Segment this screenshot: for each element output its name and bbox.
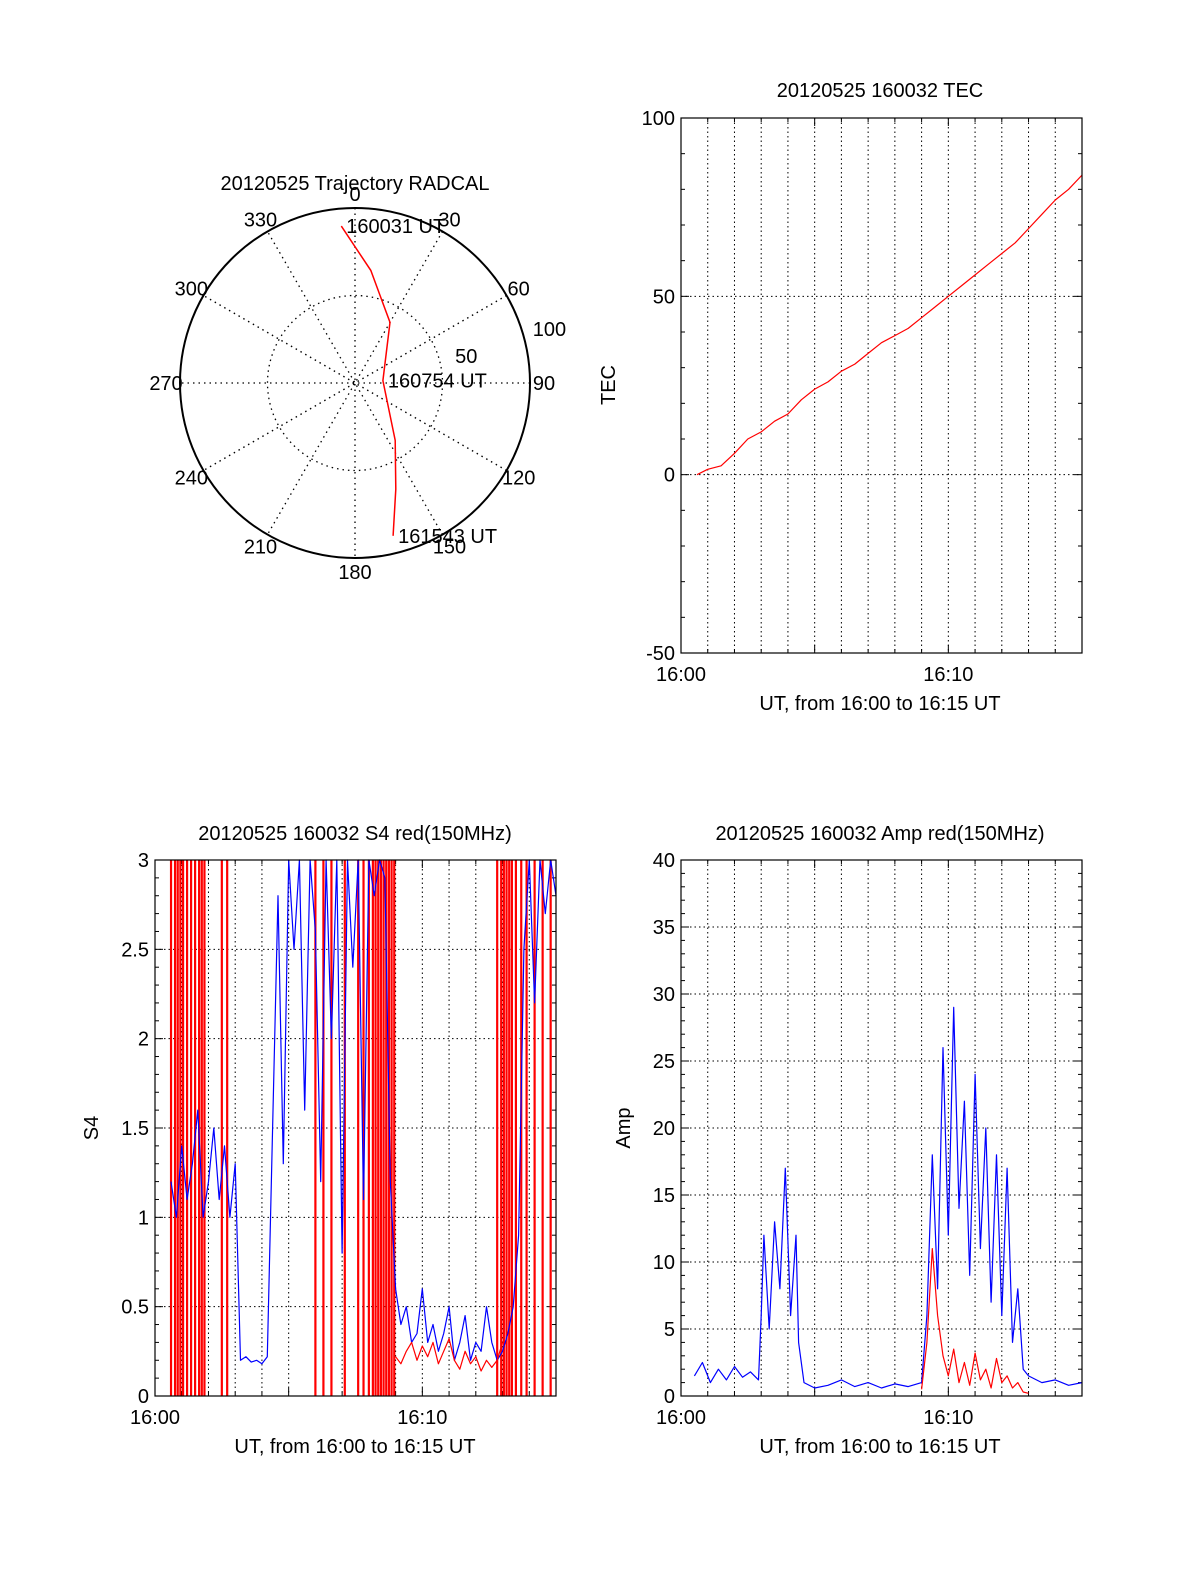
- tec-plot-area: -50 0 50 100 16:00 16:10: [642, 108, 1083, 686]
- polar-time-annotation: 160754 UT: [388, 371, 487, 393]
- y-tick-label: 40: [653, 850, 675, 872]
- polar-angle-label: 270: [149, 373, 182, 395]
- polar-angle-label: 150: [433, 537, 466, 559]
- polar-grid-spoke: [266, 231, 444, 535]
- y-tick-label: 100: [642, 108, 675, 130]
- series-line: [696, 174, 1083, 476]
- amp-plot-area: 0 5 10 15 20 25 30 35 40 16:00 16:10: [653, 850, 1083, 1429]
- amp-x-axis-label: UT, from 16:00 to 16:15 UT: [759, 1436, 1000, 1458]
- y-tick-label: 35: [653, 917, 675, 939]
- polar-grid-spoke: [203, 294, 507, 472]
- polar-angle-label: 30: [438, 209, 460, 231]
- tec-x-axis-label: UT, from 16:00 to 16:15 UT: [759, 693, 1000, 715]
- y-tick-label: 1.5: [121, 1118, 149, 1140]
- x-tick-label: 16:10: [397, 1407, 447, 1429]
- polar-grid: 0 30 60 90 120 150 180 210 240 270 300 330 50 100: [149, 184, 566, 584]
- amp-chart: 20120525 160032 Amp red(150MHz) UT, from…: [613, 823, 1083, 1458]
- s4-chart-title: 20120525 160032 S4 red(150MHz): [198, 823, 512, 845]
- x-tick-label: 16:00: [656, 1407, 706, 1429]
- y-tick-label: 0: [138, 1386, 149, 1408]
- s4-plot-area: 0 0.5 1 1.5 2 2.5 3 16:00 16:10: [121, 850, 557, 1429]
- y-tick-label: 0: [664, 1386, 675, 1408]
- polar-angle-label: 240: [175, 468, 208, 490]
- polar-time-annotation: 161543 UT: [398, 526, 497, 548]
- plot-frame: [680, 117, 1083, 654]
- x-tick-label: 16:10: [923, 1407, 973, 1429]
- polar-radius-label: 100: [533, 319, 566, 341]
- y-tick-label: 0: [664, 465, 675, 487]
- tec-y-axis-label: TEC: [598, 365, 620, 405]
- y-tick-label: 2.5: [121, 939, 149, 961]
- polar-grid-spoke: [266, 231, 444, 535]
- polar-angle-label: 60: [508, 279, 530, 301]
- y-tick-label: 15: [653, 1185, 675, 1207]
- polar-angle-label: 90: [533, 373, 555, 395]
- series-line: [693, 1006, 1083, 1389]
- amp-y-axis-label: Amp: [613, 1107, 635, 1148]
- polar-angle-label: 180: [338, 562, 371, 584]
- polar-angle-label: 300: [175, 279, 208, 301]
- series-line: [921, 1247, 1029, 1394]
- y-tick-label: 5: [664, 1319, 675, 1341]
- series-line: [170, 859, 557, 1365]
- y-tick-label: 30: [653, 984, 675, 1006]
- x-tick-label: 16:00: [656, 664, 706, 686]
- polar-angle-label: 120: [502, 468, 535, 490]
- s4-chart: 20120525 160032 S4 red(150MHz) UT, from …: [81, 823, 557, 1458]
- y-tick-label: 50: [653, 286, 675, 308]
- y-tick-label: -50: [646, 643, 675, 665]
- y-tick-label: 1: [138, 1207, 149, 1229]
- y-tick-label: 3: [138, 850, 149, 872]
- polar-radius-label: 50: [455, 346, 477, 368]
- polar-chart: 20120525 Trajectory RADCAL 0 30 60 90 120 150…: [149, 173, 566, 584]
- y-tick-label: 10: [653, 1252, 675, 1274]
- tec-chart: 20120525 160032 TEC UT, from 16:00 to 16…: [598, 80, 1083, 715]
- tec-chart-title: 20120525 160032 TEC: [777, 80, 983, 102]
- polar-grid-spoke: [203, 294, 507, 472]
- polar-time-annotation: 160031 UT: [346, 216, 445, 238]
- polar-marks: 160031 UT 160754 UT 161543 UT: [340, 216, 497, 548]
- y-tick-label: 2: [138, 1029, 149, 1051]
- plot-frame: [154, 859, 557, 1397]
- polar-trajectory-line: [340, 225, 397, 536]
- polar-angle-label: 330: [244, 209, 277, 231]
- x-tick-label: 16:00: [130, 1407, 180, 1429]
- y-tick-label: 25: [653, 1051, 675, 1073]
- amp-chart-title: 20120525 160032 Amp red(150MHz): [715, 823, 1044, 845]
- polar-angle-label: 210: [244, 537, 277, 559]
- y-tick-label: 20: [653, 1118, 675, 1140]
- polar-grid-circle: [266, 294, 444, 472]
- s4-y-axis-label: S4: [81, 1116, 103, 1140]
- x-tick-label: 16:10: [923, 664, 973, 686]
- s4-x-axis-label: UT, from 16:00 to 16:15 UT: [234, 1436, 475, 1458]
- y-tick-label: 0.5: [121, 1297, 149, 1319]
- series-line: [395, 1338, 504, 1372]
- plot-frame: [680, 859, 1083, 1397]
- polar-angle-label: 0: [349, 184, 360, 206]
- polar-chart-title: 20120525 Trajectory RADCAL: [220, 173, 489, 195]
